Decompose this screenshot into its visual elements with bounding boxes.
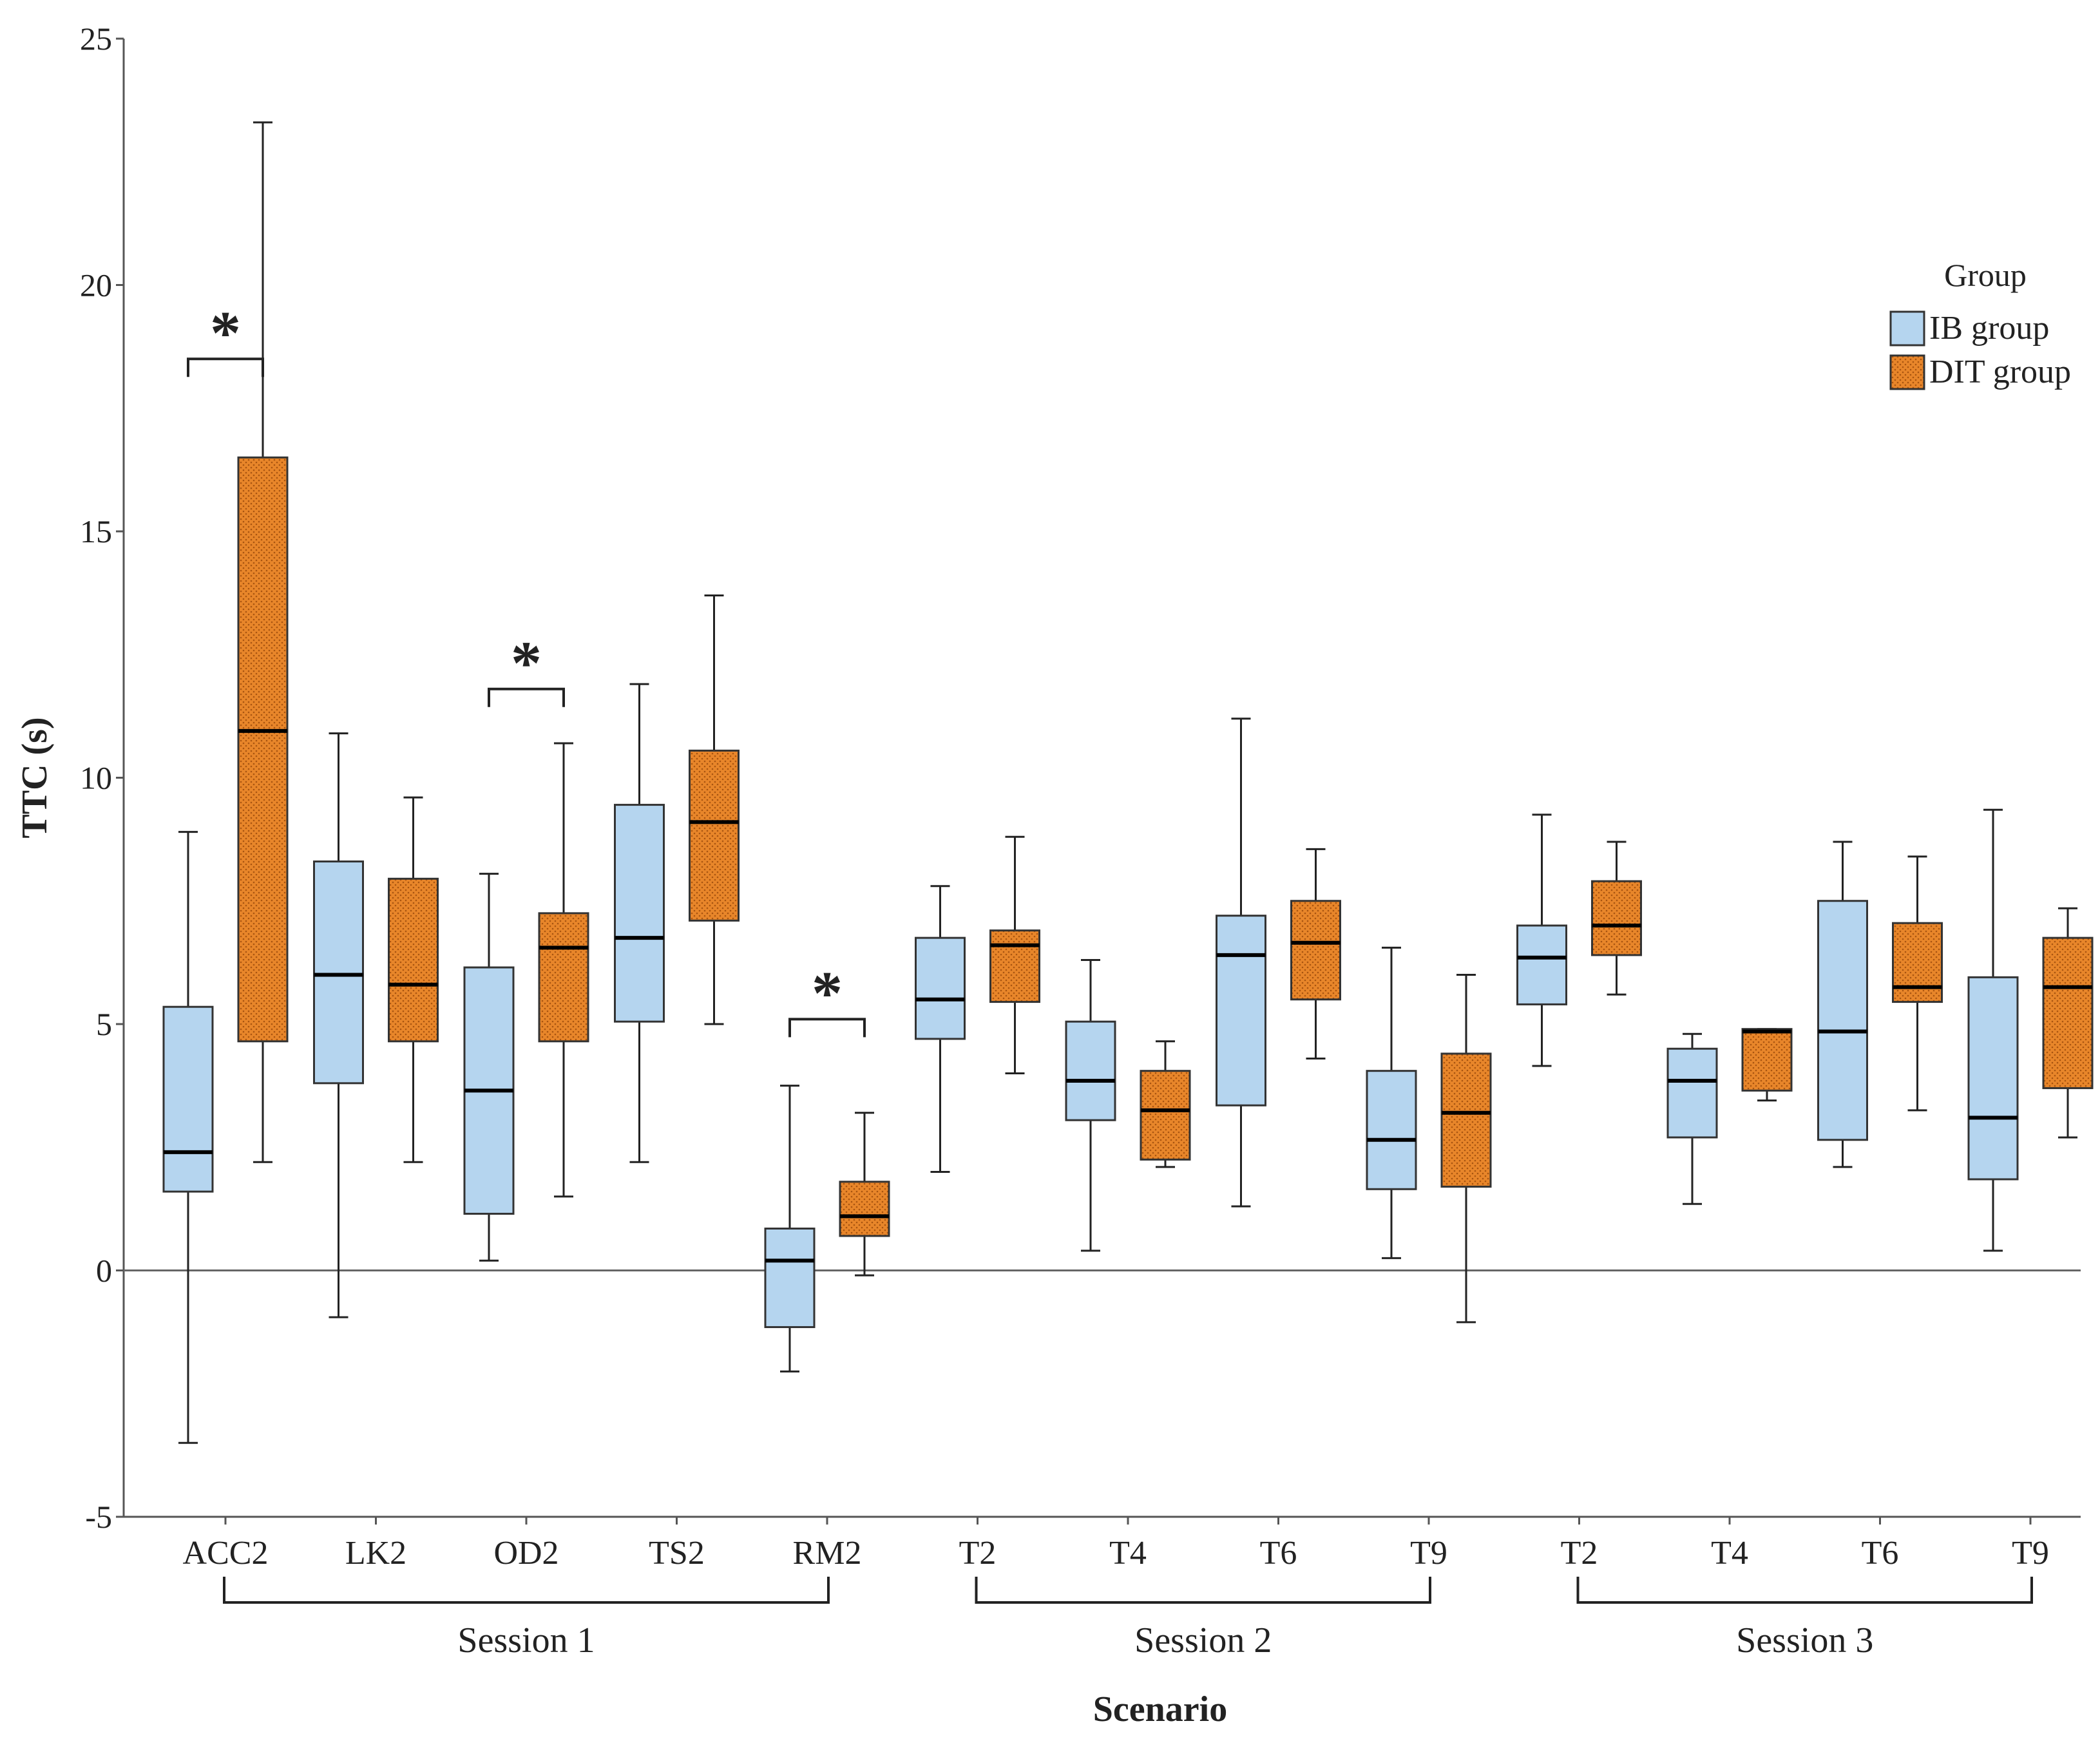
- category-label: T9: [2012, 1535, 2049, 1572]
- session-bracket: [223, 1577, 830, 1604]
- dit-group-box: [689, 594, 740, 1025]
- dit-group-box: [1440, 974, 1492, 1324]
- box-iqr: [1440, 1052, 1492, 1188]
- dit-group-box: [1591, 841, 1642, 996]
- box-iqr: [313, 860, 364, 1085]
- legend-swatch-dit: [1889, 354, 1925, 390]
- box-iqr: [1666, 1047, 1718, 1139]
- x-axis-title: Scenario: [1093, 1689, 1227, 1729]
- box-iqr: [1290, 900, 1341, 1001]
- dit-group-box: [1290, 848, 1341, 1060]
- dit-group-box: [1140, 1040, 1191, 1168]
- box-iqr: [1065, 1020, 1116, 1121]
- box-iqr: [1216, 915, 1266, 1107]
- session-bracket: [1576, 1577, 2033, 1604]
- dit-group-box: [538, 742, 589, 1198]
- y-tick-label: 0: [96, 1253, 112, 1289]
- dit-group-box: [989, 835, 1040, 1074]
- dit-group-box: [1892, 855, 1943, 1112]
- ib-group-box: [1065, 959, 1116, 1252]
- box-iqr: [1140, 1070, 1191, 1161]
- box-iqr: [1591, 880, 1642, 956]
- legend-label: DIT group: [1929, 354, 2071, 390]
- session-label: Session 1: [457, 1620, 595, 1660]
- y-tick-label: 20: [80, 267, 112, 303]
- significance-bracket: [788, 1018, 866, 1038]
- box-iqr: [1967, 976, 2019, 1181]
- dit-group-box: [839, 1112, 890, 1277]
- significance-bracket: [187, 357, 264, 377]
- category-label: RM2: [793, 1535, 862, 1572]
- box-iqr: [538, 912, 589, 1043]
- category-label: LK2: [345, 1535, 406, 1572]
- session-label: Session 2: [1134, 1620, 1272, 1660]
- y-tick-label: 10: [80, 760, 112, 796]
- y-axis-title: TTC (s): [15, 717, 55, 838]
- category-label: T6: [1862, 1535, 1899, 1572]
- box-iqr: [989, 929, 1040, 1003]
- category-label: T2: [1561, 1535, 1598, 1572]
- category-label: ACC2: [183, 1535, 269, 1572]
- box-iqr: [237, 456, 289, 1043]
- box-iqr: [915, 936, 966, 1040]
- box-iqr: [1366, 1070, 1417, 1190]
- session-label: Session 3: [1736, 1620, 1873, 1660]
- ib-group-box: [463, 873, 515, 1262]
- category-label: T2: [959, 1535, 997, 1572]
- ib-group-box: [313, 732, 364, 1318]
- box-iqr: [388, 877, 439, 1043]
- box-iqr: [162, 1005, 214, 1193]
- y-tick-label: 25: [80, 21, 112, 57]
- category-label: T4: [1711, 1535, 1748, 1572]
- y-tick-label: 5: [96, 1006, 112, 1042]
- ib-group-box: [162, 831, 214, 1444]
- box-iqr: [689, 749, 740, 922]
- box-iqr: [1516, 924, 1567, 1005]
- category-label: T9: [1410, 1535, 1447, 1572]
- ib-group-box: [1366, 946, 1417, 1259]
- ib-group-box: [1516, 813, 1567, 1067]
- ib-group-box: [1967, 808, 2019, 1252]
- box-iqr: [2042, 936, 2094, 1089]
- dit-group-box: [237, 121, 289, 1163]
- legend-label: IB group: [1929, 310, 2049, 347]
- dit-group-box: [388, 796, 439, 1163]
- legend-title: Group: [1944, 257, 2027, 293]
- box-iqr: [1817, 900, 1868, 1141]
- ib-group-box: [1666, 1032, 1718, 1205]
- ib-group-box: [764, 1085, 816, 1373]
- significance-star: *: [511, 629, 542, 698]
- dit-group-box: [2042, 907, 2094, 1139]
- dit-group-box: [1741, 1028, 1793, 1102]
- y-tick-label: -5: [85, 1499, 112, 1535]
- category-label: OD2: [493, 1535, 558, 1572]
- box-iqr: [1741, 1028, 1793, 1092]
- significance-star: *: [210, 298, 241, 367]
- box-iqr: [764, 1227, 816, 1328]
- box-iqr: [614, 804, 665, 1023]
- legend-entry: DIT group: [1889, 354, 2071, 390]
- legend-swatch-ib: [1889, 310, 1925, 347]
- significance-bracket: [488, 687, 565, 707]
- box-iqr: [1892, 922, 1943, 1003]
- category-label: T4: [1109, 1535, 1147, 1572]
- category-label: T6: [1260, 1535, 1297, 1572]
- ib-group-box: [915, 885, 966, 1173]
- significance-star: *: [812, 958, 843, 1027]
- ib-group-box: [1817, 841, 1868, 1168]
- session-bracket: [975, 1577, 1431, 1604]
- legend-entry: IB group: [1889, 310, 2049, 347]
- ib-group-box: [614, 683, 665, 1163]
- box-iqr: [839, 1181, 890, 1237]
- y-tick-label: 15: [80, 513, 112, 549]
- category-label: TS2: [649, 1535, 705, 1572]
- ib-group-box: [1216, 717, 1266, 1208]
